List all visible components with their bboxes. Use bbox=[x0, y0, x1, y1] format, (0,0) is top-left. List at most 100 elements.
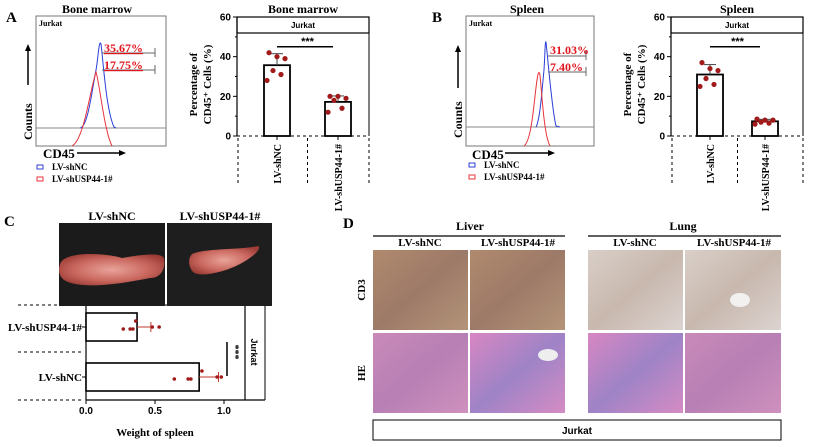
panel-letter-b: B bbox=[432, 10, 442, 26]
x-tick-label: LV-shNC bbox=[273, 144, 284, 183]
data-point bbox=[752, 121, 758, 127]
histogram-title: Spleen bbox=[510, 2, 544, 16]
row-label-he: HE bbox=[356, 365, 368, 381]
row-label-cd3: CD3 bbox=[356, 279, 368, 301]
gate-lines bbox=[548, 51, 587, 76]
data-point bbox=[274, 54, 280, 60]
data-point bbox=[264, 77, 270, 84]
y-tick-label: 60 bbox=[654, 13, 666, 24]
histogram-frame bbox=[465, 15, 595, 147]
data-point bbox=[121, 327, 126, 331]
y-axis-label: Counts bbox=[451, 101, 465, 138]
legend-b: LV-shNC LV-shUSP44-1# bbox=[468, 160, 545, 182]
data-point bbox=[131, 327, 135, 331]
gate-lines bbox=[102, 48, 156, 74]
tissue-label-liver: Liver bbox=[456, 219, 485, 233]
data-point bbox=[186, 377, 190, 381]
y-tick-label: LV-shUSP44-1# bbox=[8, 322, 82, 334]
histogram-tag: Jurkat bbox=[39, 19, 62, 28]
arrow-head-icon bbox=[548, 150, 555, 156]
bar-chart-spleen-weight: Jurkat 0.0 0.5 1.0 Weight of spleen LV-shUSP4… bbox=[8, 304, 266, 439]
data-point bbox=[157, 325, 161, 329]
data-point bbox=[325, 109, 331, 115]
data-point bbox=[703, 75, 709, 82]
chart-title: Bone marrow bbox=[268, 2, 338, 16]
gate-pct-shnc: 31.03% bbox=[550, 43, 589, 57]
data-point bbox=[215, 375, 219, 379]
x-tick-label: 1.0 bbox=[217, 406, 231, 417]
tag-label: Jurkat bbox=[249, 338, 259, 365]
jurkat-footer-box bbox=[372, 419, 782, 441]
x-axis-label: CD45 bbox=[472, 147, 504, 162]
x-tick-label: LV-shUSP44-1# bbox=[761, 144, 772, 211]
legend-swatch-shusp44 bbox=[36, 176, 44, 182]
y-tick-label: 20 bbox=[220, 92, 232, 103]
x-axis-label: Weight of spleen bbox=[116, 427, 194, 439]
y-axis-label: CD45⁺ Cells (%) bbox=[636, 44, 648, 124]
tag-label: Jurkat bbox=[291, 21, 315, 30]
significance-label: *** bbox=[229, 345, 240, 360]
data-point bbox=[278, 71, 284, 78]
y-tick-label: 60 bbox=[220, 13, 232, 24]
panel-letter-d: D bbox=[343, 216, 354, 232]
histogram-b: Spleen Jurkat 31.03% 7.40% Counts CD45 bbox=[451, 2, 595, 162]
shusp44-curve bbox=[523, 72, 551, 147]
y-axis-label: Percentage of bbox=[622, 52, 634, 116]
legend-swatch-shnc bbox=[468, 162, 476, 168]
legend-label: LV-shNC bbox=[484, 160, 520, 170]
x-tick-label: LV-shNC bbox=[706, 144, 717, 183]
spleen-photos: LV-shNC LV-shUSP44-1# bbox=[59, 209, 272, 306]
x-tick-label: LV-shUSP44-1# bbox=[334, 144, 345, 211]
legend-label: LV-shUSP44-1# bbox=[484, 172, 545, 182]
gate-pct-shusp44: 17.75% bbox=[104, 58, 143, 72]
histogram-frame bbox=[35, 15, 167, 147]
data-point bbox=[335, 93, 341, 99]
histogram-tag: Jurkat bbox=[469, 19, 492, 28]
data-point bbox=[266, 50, 272, 56]
histology-panel: Liver Lung LV-shNC LV-shUSP44-1# LV-shNC… bbox=[356, 219, 782, 441]
y-tick-label: 0 bbox=[225, 132, 231, 143]
data-point bbox=[150, 325, 155, 329]
data-point bbox=[331, 97, 337, 103]
y-axis-label: Counts bbox=[21, 103, 35, 140]
bar-chart-bone-marrow: Bone marrow Jurkat 0 20 40 60 Percentage of CD4… bbox=[188, 2, 370, 211]
y-axis-label: Percentage of bbox=[188, 52, 200, 116]
legend-label: LV-shNC bbox=[52, 162, 88, 172]
spleen-shusp44 bbox=[189, 246, 260, 275]
data-point bbox=[770, 117, 776, 123]
cd3-lung-shnc-image bbox=[588, 250, 683, 330]
shnc-curve bbox=[535, 41, 561, 128]
data-point bbox=[219, 375, 224, 379]
data-point bbox=[754, 116, 760, 122]
he-liver-shusp44-image bbox=[470, 333, 565, 413]
data-point bbox=[282, 56, 288, 62]
data-point bbox=[327, 93, 333, 99]
data-point bbox=[758, 119, 764, 125]
column-label: LV-shUSP44-1# bbox=[697, 237, 771, 249]
column-label: LV-shNC bbox=[398, 237, 441, 249]
cd3-liver-shnc-image bbox=[373, 250, 468, 330]
column-label: LV-shNC bbox=[613, 237, 656, 249]
photo-label: LV-shNC bbox=[88, 209, 135, 223]
y-tick-label: 40 bbox=[220, 52, 232, 63]
data-point bbox=[172, 377, 177, 381]
legend-label: LV-shUSP44-1# bbox=[52, 174, 113, 184]
y-tick-label: LV-shNC bbox=[39, 372, 82, 384]
arrow-head-icon bbox=[455, 45, 461, 52]
legend-a: LV-shNC LV-shUSP44-1# bbox=[36, 162, 113, 184]
panel-letter-c: C bbox=[4, 214, 15, 230]
y-axis-label: CD45⁺ Cells (%) bbox=[202, 44, 214, 124]
tag-label: Jurkat bbox=[725, 21, 749, 30]
photo-label: LV-shUSP44-1# bbox=[180, 209, 261, 223]
alveolar-space bbox=[730, 293, 750, 307]
jurkat-footer: Jurkat bbox=[562, 426, 593, 437]
shusp44-curve bbox=[71, 70, 113, 147]
bar-chart-spleen: Spleen Jurkat 0 20 40 60 Percentage of CD45⁺ Ce… bbox=[622, 2, 804, 211]
gate-pct-shnc: 35.67% bbox=[104, 41, 143, 55]
significance-label: *** bbox=[301, 36, 315, 48]
legend-swatch-shnc bbox=[36, 164, 44, 170]
gate-pct-shusp44: 7.40% bbox=[550, 60, 583, 74]
data-point bbox=[270, 67, 276, 74]
x-tick-label: 0.5 bbox=[148, 406, 162, 417]
